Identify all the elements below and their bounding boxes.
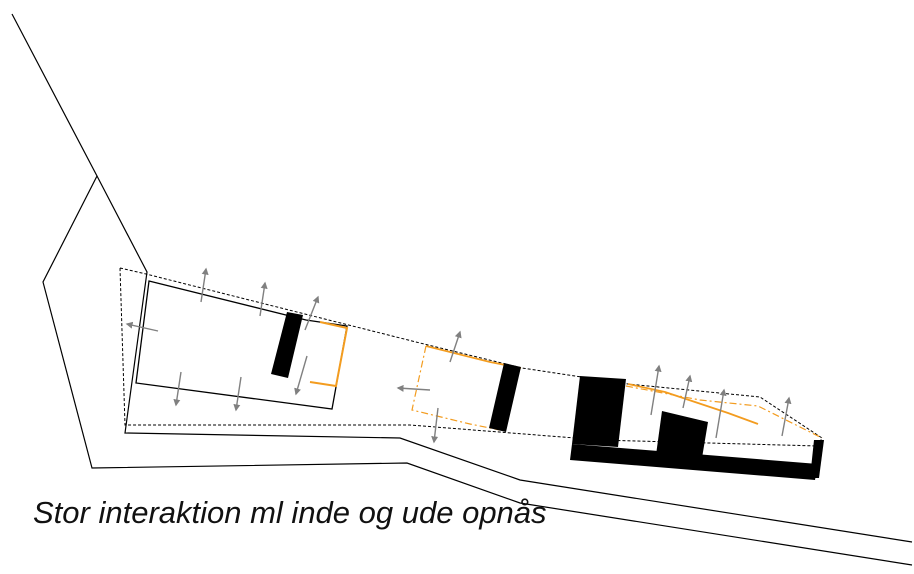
arrow-icon [259, 281, 268, 317]
building-middle-core [489, 363, 521, 432]
building-right-base [570, 444, 818, 480]
arrow-icon [682, 374, 693, 409]
arrow-icon [715, 388, 727, 439]
building-right-glazing-solid [627, 383, 759, 425]
terrain-lines [11, 13, 913, 566]
arrow-icon [431, 407, 439, 444]
diagram-caption: Stor interaktion ml inde og ude opnås [33, 495, 547, 530]
building-right-glazing [625, 385, 823, 439]
building-middle-glazing-outline [411, 345, 501, 431]
arrow-icon [125, 321, 159, 332]
building-left [135, 280, 349, 410]
building-right-block-b [656, 411, 708, 458]
arrow-icon [294, 355, 308, 396]
arrow-icon [233, 376, 242, 412]
arrow-icon [449, 330, 462, 363]
building-right-block-a [572, 376, 626, 447]
building-right-end [810, 440, 824, 478]
arrow-icon [304, 295, 320, 331]
arrow-icon [396, 384, 431, 392]
building-left-glazing [309, 321, 349, 388]
building-right [570, 376, 824, 480]
terrain-line-lower [96, 175, 913, 543]
terrain-line-upper [11, 13, 913, 566]
dashed-plot-outline [119, 267, 823, 447]
interaction-arrows [125, 267, 792, 444]
building-left-core [271, 312, 303, 378]
building-left-outline [135, 280, 348, 410]
building-middle [411, 345, 522, 432]
arrow-icon [173, 371, 182, 407]
arrow-icon [650, 364, 662, 416]
arrow-icon [781, 396, 792, 437]
arrow-icon [200, 267, 209, 303]
